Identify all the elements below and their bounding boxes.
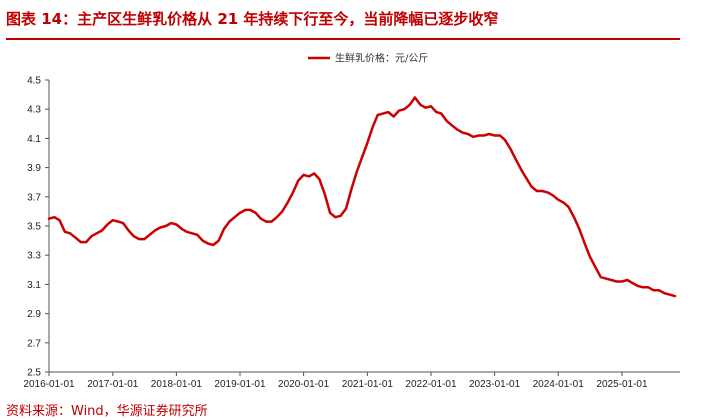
x-tick-label: 2025-01-01: [596, 379, 648, 390]
y-tick-label: 3.5: [27, 222, 41, 233]
y-tick-label: 3.7: [27, 192, 41, 203]
y-tick-label: 2.7: [27, 338, 41, 349]
x-tick-label: 2019-01-01: [214, 379, 266, 390]
y-tick-label: 3.3: [27, 251, 41, 262]
y-tick-label: 2.5: [27, 368, 41, 379]
y-tick-label: 4.5: [27, 76, 41, 87]
y-tick-label: 4.3: [27, 105, 41, 116]
plot-area: [47, 96, 677, 298]
y-tick-label: 3.9: [27, 163, 41, 174]
chart-legend: 生鲜乳价格：元/公斤: [308, 52, 428, 65]
x-tick-label: 2016-01-01: [23, 379, 75, 390]
x-tick-label: 2020-01-01: [278, 379, 330, 390]
chart-title: 图表 14：主产区生鲜乳价格从 21 年持续下行至今，当前降幅已逐步收窄: [6, 10, 499, 28]
source-note: 资料来源：Wind，华源证券研究所: [6, 404, 208, 419]
title-divider: [6, 38, 680, 40]
price-line-chart: 生鲜乳价格：元/公斤 2.5 2.7 2.9 3.1 3.3 3.5 3.7 3.9 4.1 4.…: [23, 52, 680, 390]
series-line: [47, 96, 677, 298]
y-tick-label: 3.1: [27, 280, 41, 291]
x-tick-label: 2017-01-01: [87, 379, 139, 390]
x-axis: 2016-01-01 2017-01-01 2018-01-01 2019-01-01…: [23, 371, 680, 390]
x-tick-label: 2022-01-01: [405, 379, 457, 390]
x-tick-label: 2024-01-01: [533, 379, 585, 390]
legend-label: 生鲜乳价格：元/公斤: [335, 52, 428, 65]
x-tick-label: 2023-01-01: [469, 379, 521, 390]
y-tick-label: 2.9: [27, 309, 41, 320]
x-tick-label: 2021-01-01: [342, 379, 394, 390]
y-tick-label: 4.1: [27, 134, 41, 145]
y-axis: 2.5 2.7 2.9 3.1 3.3 3.5 3.7 3.9 4.1 4.3 4.5: [27, 76, 50, 379]
x-tick-label: 2018-01-01: [151, 379, 203, 390]
